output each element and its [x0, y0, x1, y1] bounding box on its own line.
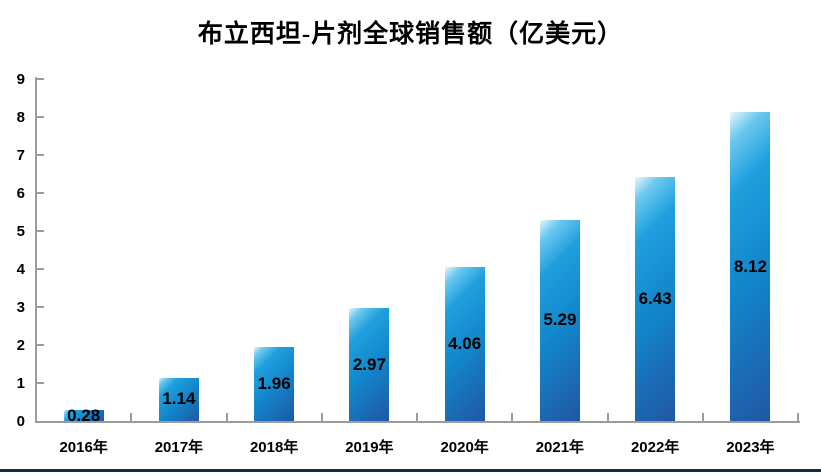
- y-axis-tick-mark: [37, 116, 44, 118]
- x-axis-label-2021年: 2021年: [535, 439, 585, 456]
- bar-value-label: 1.96: [257, 373, 291, 393]
- bar-2019年: 2.97: [349, 308, 390, 421]
- y-axis-tick-label: 8: [16, 109, 25, 126]
- bar-value-label: 4.06: [448, 333, 482, 353]
- x-axis-label-2016年: 2016年: [59, 439, 108, 456]
- chart-title: 布立西坦-片剂全球销售额（亿美元）: [197, 21, 624, 48]
- bar-value-label: 1.14: [162, 389, 196, 409]
- y-axis-tick-mark: [37, 268, 44, 270]
- x-axis-tick-mark: [606, 413, 609, 422]
- y-axis-tick-label: 2: [16, 337, 25, 354]
- x-axis-tick-mark: [701, 413, 704, 422]
- x-axis-tick-mark: [797, 413, 799, 422]
- x-axis-label-2020年: 2020年: [440, 439, 489, 456]
- x-axis-tick-mark: [225, 413, 228, 422]
- y-axis-tick-mark: [37, 192, 44, 194]
- bar-2022年: 6.43: [635, 176, 676, 421]
- x-axis-tick-mark: [511, 413, 514, 422]
- y-axis-line: [35, 77, 37, 423]
- y-axis-tick-mark: [37, 382, 44, 384]
- y-axis-tick-label: 9: [16, 71, 25, 88]
- bar-value-label: 6.43: [638, 288, 672, 308]
- bar-2021年: 5.29: [539, 219, 580, 421]
- y-axis-tick-mark: [37, 344, 44, 346]
- y-axis-tick-label: 1: [16, 375, 25, 392]
- y-axis-tick-mark: [37, 78, 44, 80]
- bar-value-label: 2.97: [352, 354, 386, 374]
- bar-2016年: 0.28: [63, 406, 104, 425]
- x-axis-label-2018年: 2018年: [249, 439, 299, 456]
- bar-2017年: 1.14: [158, 377, 199, 421]
- chart-bottom-border: [0, 469, 821, 472]
- x-axis-tick-mark: [416, 413, 418, 422]
- x-axis-label-2023年: 2023年: [726, 439, 775, 456]
- y-axis-tick-label: 6: [16, 185, 25, 202]
- x-axis-label-2017年: 2017年: [154, 439, 204, 456]
- y-axis-tick-label: 3: [16, 299, 25, 316]
- x-axis-label-2022年: 2022年: [630, 439, 680, 456]
- bar-2023年: 8.12: [730, 112, 771, 421]
- y-axis-tick-label: 0: [16, 413, 25, 430]
- bar-value-label: 0.28: [67, 405, 101, 425]
- y-axis-tick-mark: [37, 154, 44, 156]
- x-axis-tick-mark: [320, 413, 323, 422]
- bar-2020年: 4.06: [444, 266, 485, 421]
- bar-value-label: 5.29: [543, 310, 577, 330]
- bar-2018年: 1.96: [254, 346, 295, 421]
- y-axis-tick-label: 7: [16, 147, 25, 164]
- y-axis-tick-label: 4: [16, 261, 25, 278]
- y-axis-tick-mark: [37, 230, 44, 232]
- y-axis-tick-label: 5: [16, 223, 25, 240]
- bar-value-label: 8.12: [733, 256, 767, 276]
- x-axis-line: [35, 421, 800, 423]
- y-axis-tick-mark: [37, 306, 44, 308]
- x-axis-tick-mark: [130, 413, 133, 422]
- x-axis-label-2019年: 2019年: [345, 439, 394, 456]
